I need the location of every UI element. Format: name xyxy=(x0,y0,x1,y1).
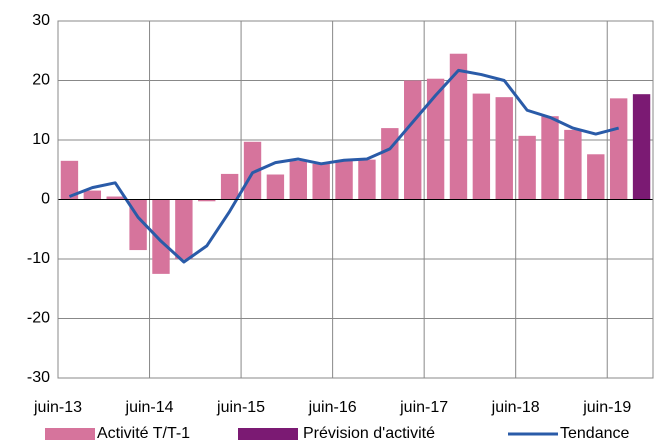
legend-label: Tendance xyxy=(560,425,629,442)
y-tick-label: 20 xyxy=(32,72,50,89)
y-tick-label: 0 xyxy=(41,191,50,208)
x-tick-label: juin-15 xyxy=(216,399,265,416)
legend-label: Prévision d'activité xyxy=(303,425,435,442)
y-tick-label: -20 xyxy=(27,310,50,327)
bar xyxy=(220,173,239,200)
trend-line xyxy=(68,68,620,264)
bar xyxy=(541,116,559,200)
x-tick-label: juin-17 xyxy=(399,399,448,416)
bar xyxy=(449,53,468,200)
bar xyxy=(518,135,536,200)
bar xyxy=(312,163,330,200)
bar xyxy=(609,98,628,200)
bar xyxy=(495,97,513,200)
bar xyxy=(60,160,79,200)
y-tick-label: -10 xyxy=(27,250,50,267)
bar xyxy=(198,199,216,202)
bar xyxy=(632,94,651,200)
x-tick-label: juin-14 xyxy=(125,399,174,416)
bar xyxy=(266,174,285,200)
legend-label: Activité T/T-1 xyxy=(97,425,190,442)
legend-swatch xyxy=(45,428,95,440)
bar xyxy=(564,129,582,200)
y-tick-label: 10 xyxy=(32,131,50,148)
bar xyxy=(83,190,102,200)
plot-frame xyxy=(57,20,654,379)
bar xyxy=(358,159,376,200)
bar xyxy=(175,199,193,259)
x-tick-label: juin-13 xyxy=(33,399,82,416)
bar xyxy=(335,160,353,200)
legend-swatch xyxy=(238,428,298,440)
bar xyxy=(381,128,399,200)
x-tick-label: juin-19 xyxy=(582,399,631,416)
bar xyxy=(243,141,262,200)
bar xyxy=(426,78,445,200)
bar xyxy=(472,93,491,200)
bar xyxy=(106,196,124,200)
y-tick-label: -30 xyxy=(27,369,50,386)
bar xyxy=(289,160,307,200)
bar xyxy=(152,199,170,274)
y-tick-label: 30 xyxy=(32,12,50,29)
bar xyxy=(404,80,422,200)
x-tick-label: juin-18 xyxy=(491,399,540,416)
x-tick-label: juin-16 xyxy=(308,399,357,416)
bar xyxy=(587,154,605,200)
